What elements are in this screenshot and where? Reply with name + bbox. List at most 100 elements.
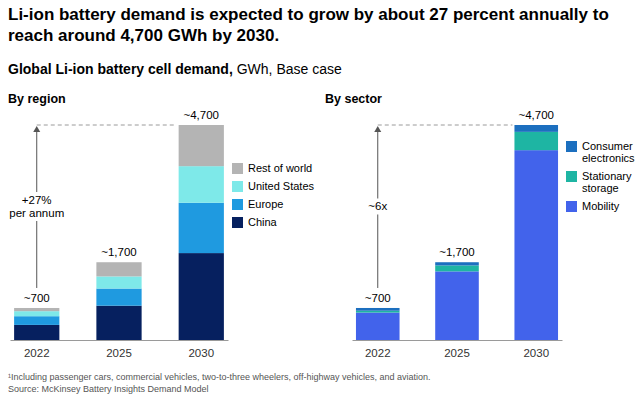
bar-segment	[179, 166, 224, 203]
x-tick-label: 2022	[365, 347, 391, 359]
legend-label-line: Consumer	[582, 140, 633, 152]
total-label: ~4,700	[184, 109, 220, 121]
title: Li-ion battery demand is expected to gro…	[8, 5, 609, 45]
panel-title: By region	[8, 92, 66, 106]
bars	[356, 125, 558, 340]
x-tick-label: 2030	[188, 347, 214, 359]
bar-segment	[96, 306, 141, 340]
bar-segment	[435, 262, 479, 265]
x-tick-label: 2025	[106, 347, 132, 359]
annotation-background	[7, 192, 66, 221]
total-label: ~700	[24, 292, 50, 304]
bar-segment	[514, 150, 558, 340]
legend-label-line: electronics	[582, 152, 635, 164]
legend-label: China	[248, 216, 278, 228]
chart-container: Li-ion battery demand is expected to gro…	[0, 0, 640, 400]
legend-item: Stationarystorage	[566, 170, 632, 194]
x-axis-line	[11, 340, 229, 341]
total-label: ~1,700	[439, 246, 475, 258]
x-tick: 2025	[106, 347, 132, 359]
legend-label: Stationarystorage	[582, 170, 632, 194]
legend-swatch	[566, 171, 577, 182]
legend-label-line: China	[248, 216, 278, 228]
legend-label-line: Stationary	[582, 170, 632, 182]
panel-title: By sector	[325, 92, 382, 106]
legend-item: Consumerelectronics	[566, 140, 635, 164]
subtitle: Global Li-ion battery cell demand, GWh, …	[8, 61, 342, 77]
legend-item: Rest of world	[232, 162, 312, 174]
bar-segment	[14, 316, 59, 325]
legend-label-line: storage	[582, 182, 619, 194]
bar-segment	[96, 276, 141, 288]
legend-item: Europe	[232, 198, 283, 210]
legend-label: Rest of world	[248, 162, 312, 174]
bar-segment	[179, 125, 224, 166]
bar-segment	[14, 308, 59, 311]
chart-svg: Li-ion battery demand is expected to gro…	[0, 0, 640, 400]
footnote: ¹Including passenger cars, commercial ve…	[8, 372, 431, 382]
x-tick: 2022	[365, 347, 391, 359]
total-label: ~4,700	[518, 109, 554, 121]
total-reference-line	[378, 125, 513, 126]
annotation-text: ~6x	[368, 200, 387, 212]
legend-swatch	[232, 217, 243, 228]
x-tick-label: 2030	[523, 347, 549, 359]
legend-swatch	[232, 199, 243, 210]
bar-segment	[514, 125, 558, 132]
legend-label-line: United States	[248, 180, 315, 192]
legend-swatch	[232, 163, 243, 174]
growth-arrowhead	[33, 126, 40, 132]
bar-segment	[14, 325, 59, 340]
legend-item: Mobility	[566, 200, 620, 212]
total-label: ~1,700	[101, 246, 137, 258]
total-label: ~700	[365, 292, 391, 304]
subtitle-bold: Global Li-ion battery cell demand,	[8, 61, 233, 77]
bar-segment	[14, 311, 59, 316]
title-line: Li-ion battery demand is expected to gro…	[8, 5, 609, 24]
x-axis-line	[353, 340, 563, 341]
x-tick-label: 2022	[24, 347, 50, 359]
legend-label-line: Europe	[248, 198, 283, 210]
growth-annotation: ~6x	[366, 198, 389, 214]
legend-label: United States	[248, 180, 315, 192]
legend-swatch	[566, 201, 577, 212]
source: Source: McKinsey Battery Insights Demand…	[8, 384, 209, 394]
legend: Consumerelectronics Stationarystorage Mobi…	[566, 140, 635, 212]
legend-label: Mobility	[582, 200, 620, 212]
legend-label-line: Rest of world	[248, 162, 312, 174]
title-line: reach around 4,700 GWh by 2030.	[8, 26, 279, 45]
subtitle-rest: GWh, Base case	[233, 61, 342, 77]
annotation-text: per annum	[9, 207, 64, 219]
panel: By sector 2022 2025 2030 ~700 ~1,700 ~4,700 ~6x…	[325, 92, 635, 359]
legend-label-line: Mobility	[582, 200, 620, 212]
x-tick-label: 2025	[444, 347, 470, 359]
bar-segment	[179, 203, 224, 253]
annotation-text: +27%	[22, 194, 52, 206]
growth-annotation: +27%per annum	[7, 192, 66, 221]
x-tick: 2025	[444, 347, 470, 359]
x-tick: 2030	[188, 347, 214, 359]
bar-segment	[435, 265, 479, 271]
legend-swatch	[232, 181, 243, 192]
legend-swatch	[566, 141, 577, 152]
bar-segment	[356, 311, 400, 313]
bar-segment	[356, 308, 400, 311]
bar-segment	[356, 313, 400, 340]
page: Li-ion battery demand is expected to gro…	[0, 0, 640, 400]
total-reference-line	[37, 125, 177, 126]
growth-arrowhead	[374, 126, 381, 132]
bar-segment	[179, 253, 224, 340]
x-axis: 2022 2025 2030	[353, 341, 563, 360]
legend-label: Europe	[248, 198, 283, 210]
panel: By region 2022 2025 2030 ~700 ~1,700 ~4,700 +27…	[7, 92, 314, 359]
legend: Rest of world United States Europe China	[232, 162, 315, 228]
legend-label: Consumerelectronics	[582, 140, 635, 164]
bar-segment	[96, 289, 141, 306]
legend-item: United States	[232, 180, 315, 192]
annotation-background	[366, 198, 389, 214]
bar-segment	[435, 271, 479, 340]
x-axis: 2022 2025 2030	[11, 341, 229, 360]
bars	[14, 125, 224, 340]
bar-segment	[96, 262, 141, 276]
legend-item: China	[232, 216, 278, 228]
